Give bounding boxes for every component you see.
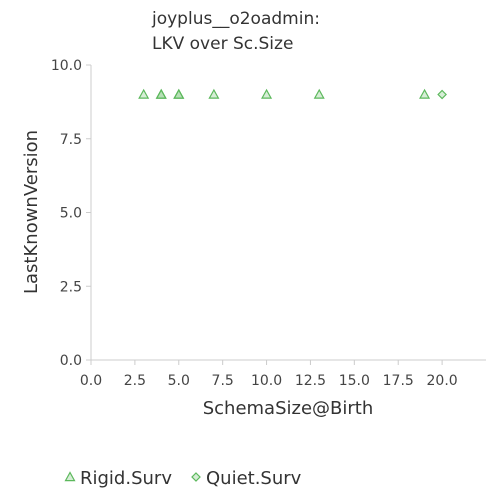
x-tick-label: 5.0 xyxy=(168,373,190,389)
legend: Rigid.Surv Quiet.Surv xyxy=(66,468,302,489)
plot-area: 0.0 2.5 5.0 7.5 10.0 0.0 2.5 5.0 7.5 10.0 12.5 15.… xyxy=(51,58,486,389)
legend-label: Quiet.Surv xyxy=(206,468,302,489)
data-point xyxy=(139,90,148,98)
x-tick-label: 2.5 xyxy=(124,373,146,389)
x-tick-label: 10.0 xyxy=(251,373,282,389)
x-tick-label: 15.0 xyxy=(339,373,370,389)
y-tick-label: 7.5 xyxy=(60,132,82,148)
legend-marker xyxy=(192,473,200,481)
data-point xyxy=(157,90,166,98)
y-axis-ticks: 0.0 2.5 5.0 7.5 10.0 xyxy=(51,58,91,369)
data-point xyxy=(174,90,183,98)
data-points xyxy=(139,90,446,99)
legend-marker xyxy=(66,473,75,481)
x-tick-label: 17.5 xyxy=(383,373,414,389)
x-tick-label: 0.0 xyxy=(80,373,102,389)
legend-label: Rigid.Surv xyxy=(80,468,172,489)
data-point xyxy=(438,91,446,99)
x-axis-ticks: 0.0 2.5 5.0 7.5 10.0 12.5 15.0 17.5 20.0 xyxy=(80,360,458,389)
y-tick-label: 0.0 xyxy=(60,353,82,369)
y-tick-label: 10.0 xyxy=(51,58,82,74)
data-point xyxy=(315,90,324,98)
x-axis-title: SchemaSize@Birth xyxy=(203,398,374,419)
chart-title-line-2: LKV over Sc.Size xyxy=(152,34,293,54)
y-axis-title: LastKnownVersion xyxy=(21,130,42,294)
chart-title-line-1: joyplus__o2oadmin: xyxy=(151,9,320,29)
data-point xyxy=(209,90,218,98)
x-tick-label: 12.5 xyxy=(295,373,326,389)
data-point xyxy=(262,90,271,98)
x-tick-label: 7.5 xyxy=(212,373,234,389)
x-tick-label: 20.0 xyxy=(427,373,458,389)
y-tick-label: 5.0 xyxy=(60,206,82,222)
data-point xyxy=(420,90,429,98)
y-tick-label: 2.5 xyxy=(60,279,82,295)
